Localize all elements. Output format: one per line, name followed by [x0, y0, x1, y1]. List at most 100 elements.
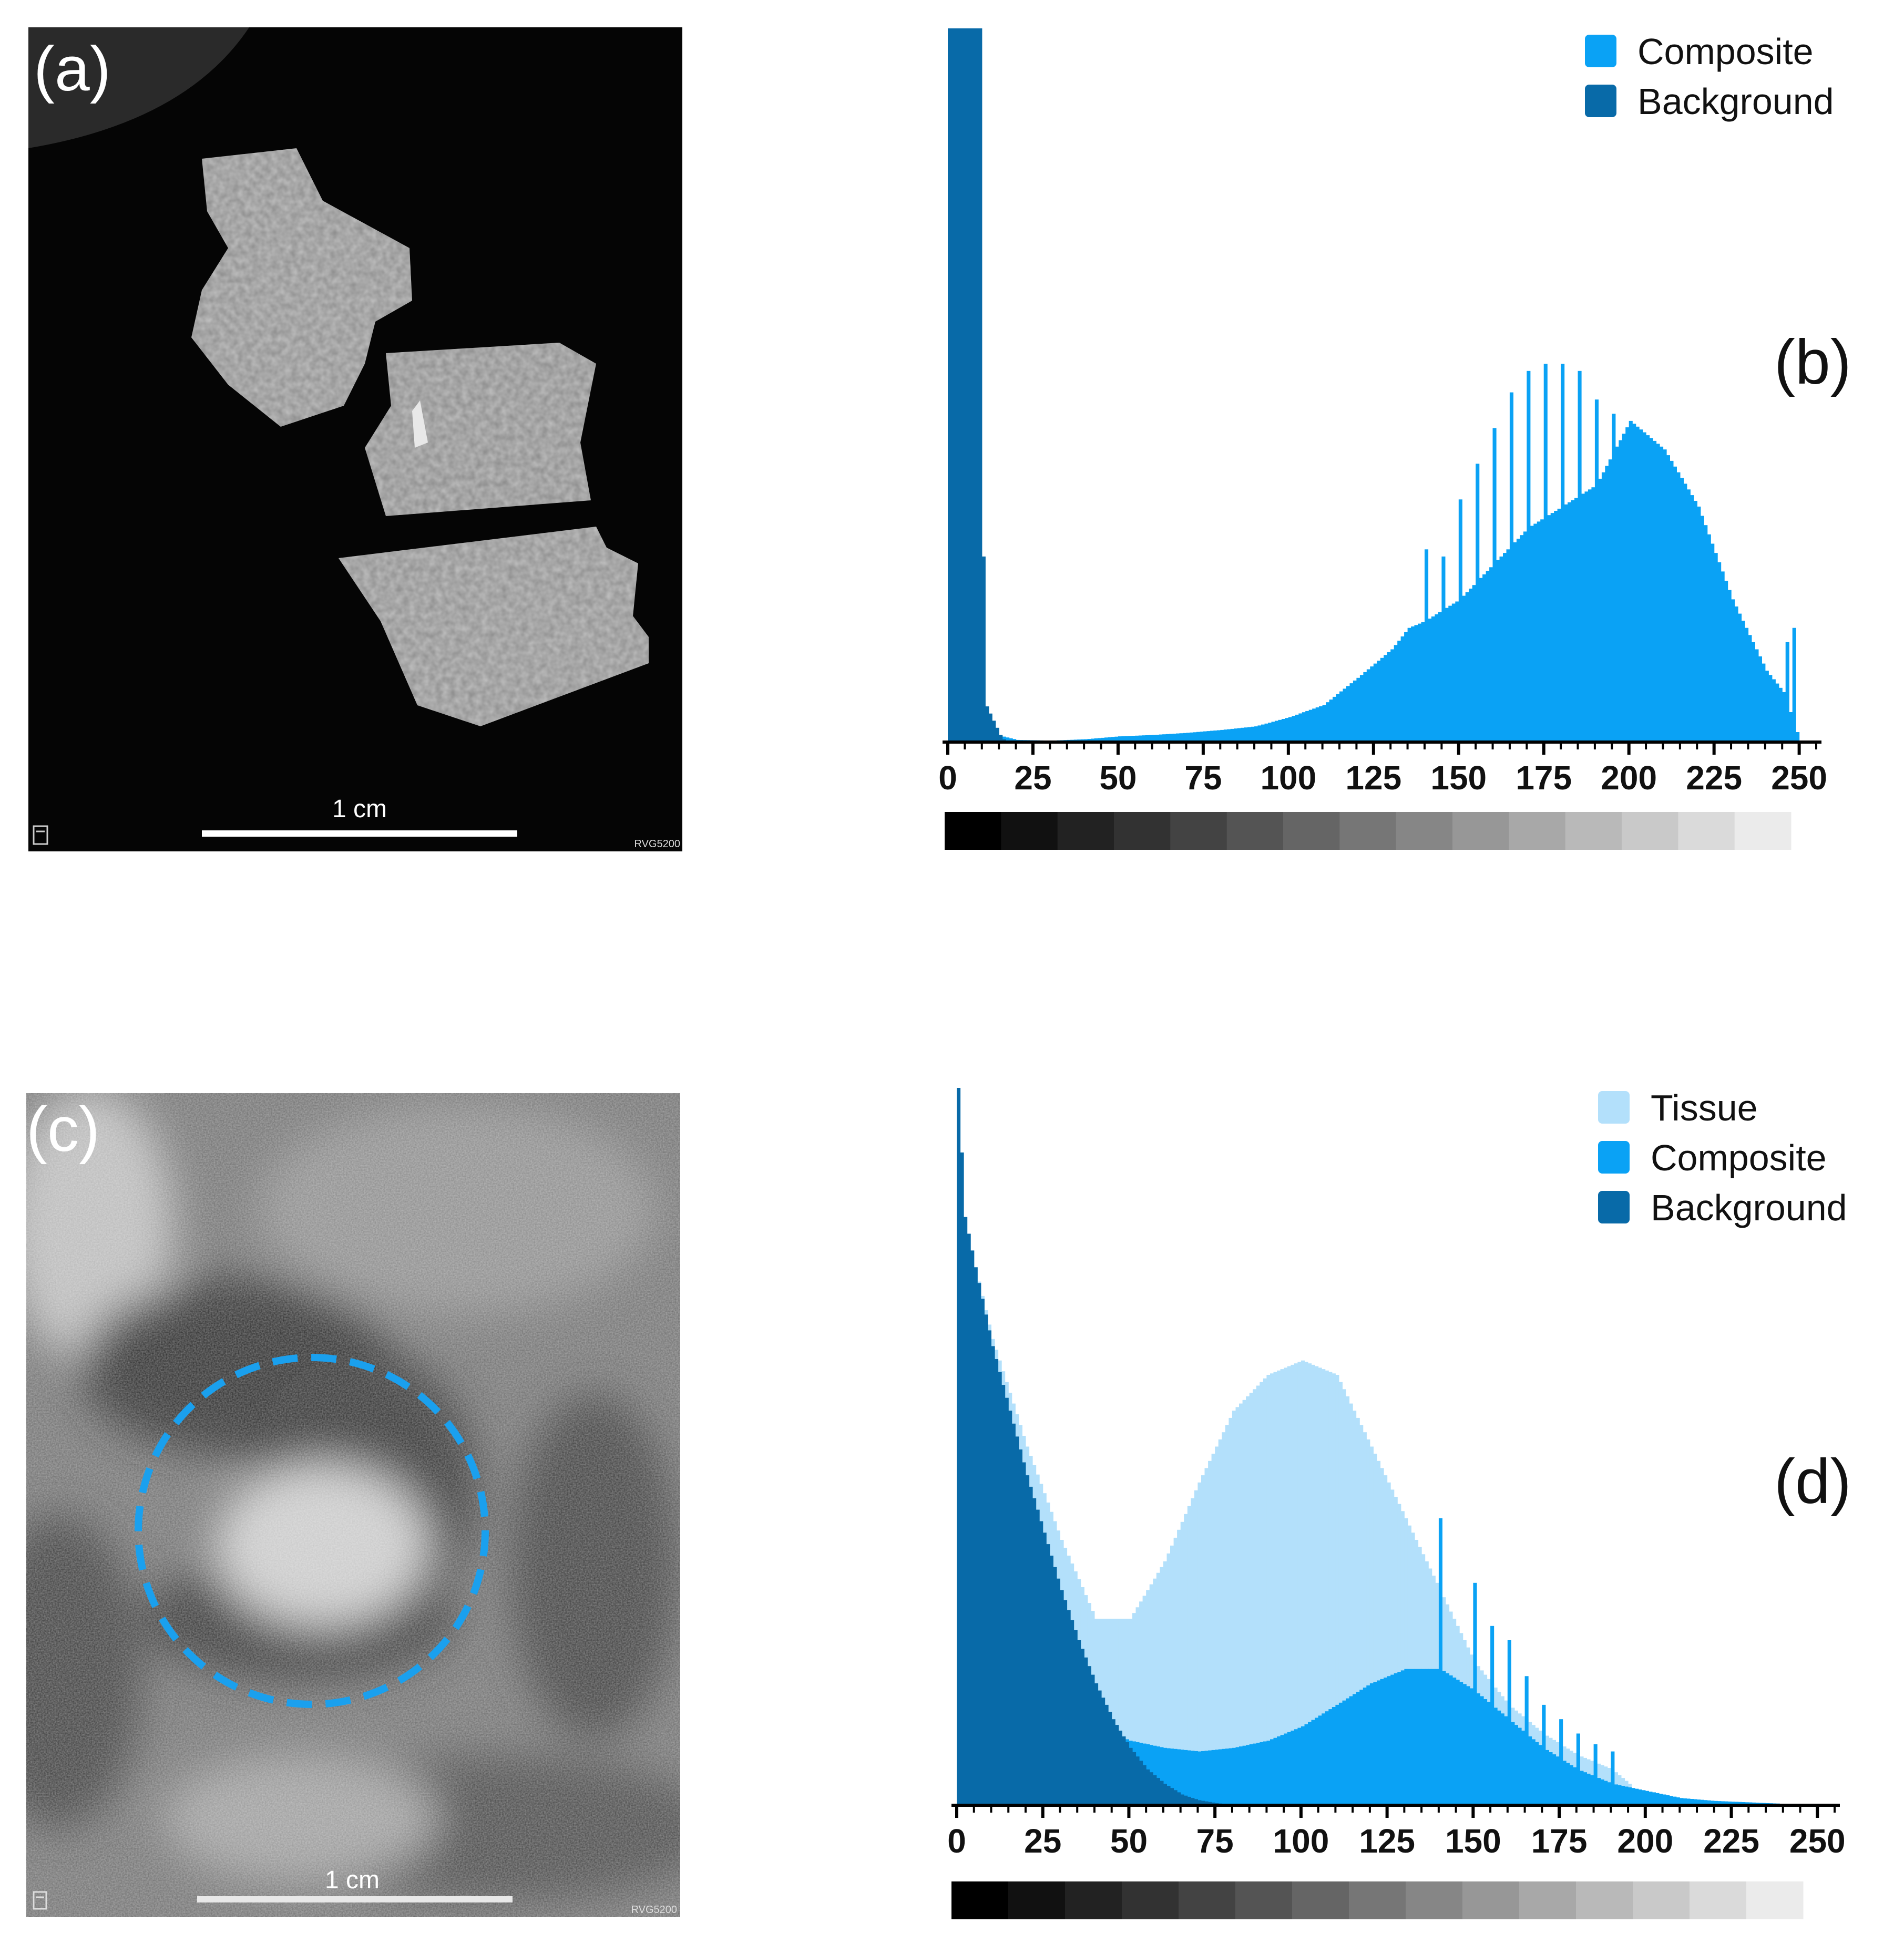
histogram-bar	[1639, 429, 1643, 742]
histogram-bar	[1060, 1590, 1064, 1805]
histogram-bar	[1425, 1669, 1429, 1805]
histogram-bar	[1611, 1751, 1615, 1805]
series-background	[948, 28, 1006, 742]
histogram-bar	[1277, 1736, 1281, 1805]
histogram-bar	[1707, 534, 1711, 742]
histogram-bar	[1622, 434, 1626, 742]
histogram-bar	[1580, 1771, 1584, 1805]
histogram-bar	[1160, 1781, 1164, 1805]
histogram-bar	[1197, 1751, 1202, 1805]
histogram-bar	[1204, 1801, 1209, 1805]
histogram-bar	[1260, 1742, 1264, 1805]
histogram-bar	[992, 721, 996, 742]
histogram-bar	[1201, 1801, 1205, 1805]
histogram-bar	[1448, 605, 1452, 742]
histogram-bar	[1796, 732, 1800, 742]
histogram-bar	[1645, 1791, 1649, 1805]
histogram-bar	[1287, 1366, 1291, 1805]
histogram-bar	[1104, 737, 1109, 742]
histogram-bar	[970, 1250, 975, 1805]
histogram-bar	[1789, 712, 1793, 742]
x-tick-label: 200	[1601, 759, 1657, 797]
x-tick-label: 200	[1617, 1822, 1673, 1860]
histogram-bar	[1237, 728, 1241, 742]
histogram-bar	[1152, 735, 1156, 742]
histogram-bar	[1731, 599, 1735, 742]
histogram-bar	[1584, 491, 1589, 742]
grayscale-step	[1678, 812, 1735, 850]
histogram-d-svg: 0 25 50 75 100 125 150 175 200 225 250 Tissue Comp…	[947, 1087, 1851, 1919]
histogram-bar	[1139, 1761, 1143, 1805]
histogram-bar	[1466, 1686, 1470, 1805]
grayscale-step	[1292, 1881, 1349, 1919]
histogram-bar	[1421, 1669, 1426, 1805]
histogram-bar	[1179, 733, 1183, 742]
histogram-bar	[1149, 1772, 1153, 1805]
histogram-bar	[1387, 652, 1391, 742]
series-composite	[995, 364, 1800, 742]
histogram-bar	[1373, 663, 1377, 742]
histogram-bar	[1387, 1482, 1391, 1806]
histogram-bar	[1496, 560, 1500, 742]
histogram-bar	[1208, 1460, 1212, 1805]
histogram-bar	[1338, 1382, 1343, 1805]
histogram-bar	[1578, 371, 1582, 742]
histogram-bar	[1308, 1722, 1312, 1805]
histogram-bar	[1591, 487, 1595, 742]
radiograph-c-image: (c) 1 cm RVG5200	[26, 1093, 680, 1917]
histogram-bar	[1170, 1748, 1174, 1805]
x-tick-label: 100	[1273, 1822, 1329, 1860]
histogram-bar	[960, 1152, 964, 1805]
histogram-bar	[1114, 736, 1119, 742]
histogram-bar	[1305, 711, 1309, 742]
histogram-bar	[1411, 1532, 1415, 1805]
histogram-bar	[1335, 1375, 1339, 1805]
histogram-bar	[1397, 641, 1401, 742]
histogram-bar	[1666, 1795, 1670, 1805]
histogram-bar	[1249, 1393, 1253, 1805]
histogram-bar	[1717, 562, 1722, 742]
histogram-bar	[984, 1314, 988, 1805]
grayscale-step	[1462, 1881, 1520, 1919]
histogram-bar	[981, 556, 986, 742]
x-tick-label: 0	[947, 1822, 966, 1860]
histogram-bar	[1377, 1460, 1381, 1805]
histogram-bar	[1476, 1693, 1480, 1805]
histogram-bar	[1111, 737, 1115, 742]
histogram-bar	[1390, 649, 1395, 742]
histogram-bar	[1649, 1792, 1653, 1805]
histogram-bar	[1170, 1545, 1174, 1805]
histogram-bar	[1638, 1789, 1642, 1805]
histogram-bar	[1284, 1367, 1288, 1805]
histogram-bar	[1349, 1403, 1353, 1805]
x-ticks-d: 0 25 50 75 100 125 150 175 200 225 250	[947, 1805, 1846, 1860]
histogram-d-bars	[957, 1088, 1821, 1806]
histogram-bar	[1165, 734, 1170, 742]
histogram-bar	[1486, 571, 1490, 742]
histogram-bar	[1707, 1800, 1711, 1805]
histogram-bar	[1552, 1754, 1557, 1805]
histogram-bar	[1194, 1799, 1198, 1805]
histogram-bar	[1738, 613, 1742, 742]
x-tick-label: 150	[1430, 759, 1487, 797]
histogram-bar	[1333, 696, 1337, 742]
histogram-bar	[1173, 1790, 1178, 1805]
histogram-bar	[965, 28, 969, 742]
histogram-bar	[1731, 1802, 1735, 1805]
histogram-bar	[1711, 543, 1715, 742]
histogram-b-svg: 0 25 50 75 100 125 150 175 200 225 250 Composite B…	[938, 28, 1851, 850]
histogram-bar	[1111, 1619, 1115, 1805]
histogram-bar	[1315, 1366, 1319, 1805]
histogram-bar	[1312, 708, 1316, 742]
histogram-bar	[1600, 1779, 1604, 1805]
histogram-bar	[967, 1233, 971, 1805]
histogram-bar	[951, 28, 955, 742]
histogram-bar	[1335, 1704, 1339, 1805]
grayscale-step	[1170, 812, 1227, 850]
histogram-bar	[1225, 1748, 1229, 1805]
histogram-bar	[1162, 734, 1166, 742]
histogram-bar	[1216, 730, 1221, 742]
histogram-bar	[1184, 1514, 1188, 1805]
histogram-bar	[1311, 1720, 1315, 1805]
histogram-bar	[1693, 501, 1697, 742]
